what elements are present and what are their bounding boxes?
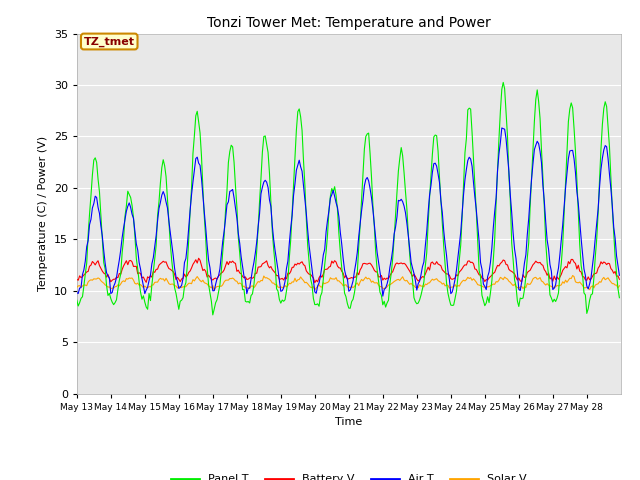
Solar V [211, 288, 218, 293]
Title: Tonzi Tower Met: Temperature and Power: Tonzi Tower Met: Temperature and Power [207, 16, 491, 30]
Battery V [311, 280, 319, 286]
Air T [379, 293, 387, 299]
Air T [614, 263, 622, 268]
Solar V [108, 285, 116, 291]
Battery V [355, 272, 362, 277]
Solar V [461, 278, 469, 284]
Battery V [108, 277, 116, 283]
Legend: Panel T, Battery V, Air T, Solar V: Panel T, Battery V, Air T, Solar V [167, 470, 531, 480]
Air T [543, 237, 551, 243]
X-axis label: Time: Time [335, 417, 362, 427]
Solar V [614, 285, 622, 291]
Panel T [543, 259, 551, 265]
Air T [461, 177, 469, 182]
Battery V [614, 273, 622, 279]
Battery V [543, 273, 551, 278]
Panel T [108, 300, 116, 305]
Battery V [463, 262, 470, 268]
Solar V [542, 282, 550, 288]
Line: Battery V: Battery V [77, 258, 620, 283]
Line: Air T: Air T [77, 128, 620, 296]
Line: Solar V: Solar V [77, 276, 620, 290]
Text: TZ_tmet: TZ_tmet [84, 36, 135, 47]
Y-axis label: Temperature (C) / Power (V): Temperature (C) / Power (V) [38, 136, 48, 291]
Solar V [73, 285, 81, 290]
Panel T [92, 155, 99, 161]
Panel T [73, 297, 81, 303]
Battery V [73, 276, 81, 282]
Battery V [195, 255, 202, 261]
Air T [73, 290, 81, 296]
Line: Panel T: Panel T [77, 83, 620, 315]
Panel T [614, 286, 622, 291]
Panel T [209, 312, 216, 318]
Air T [616, 273, 623, 278]
Solar V [569, 273, 577, 278]
Panel T [499, 80, 507, 85]
Panel T [616, 295, 623, 300]
Air T [352, 260, 360, 266]
Battery V [616, 276, 623, 282]
Panel T [353, 270, 361, 276]
Air T [498, 125, 506, 131]
Solar V [92, 276, 99, 282]
Panel T [461, 150, 469, 156]
Air T [108, 289, 116, 295]
Air T [92, 193, 99, 199]
Solar V [353, 280, 361, 286]
Solar V [616, 283, 623, 288]
Battery V [92, 262, 99, 268]
